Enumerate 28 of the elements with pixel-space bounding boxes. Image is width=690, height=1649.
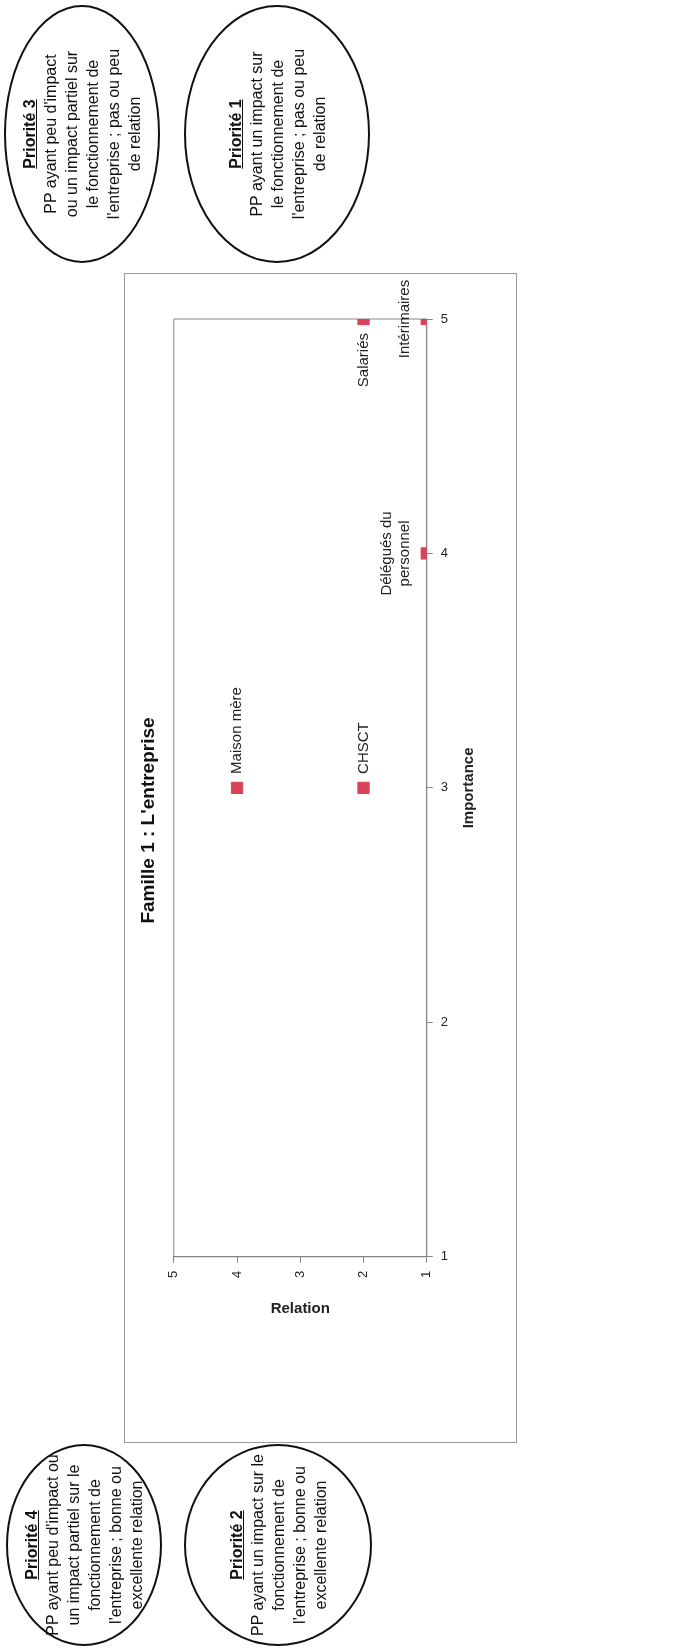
annotation: CHSCT <box>353 722 371 774</box>
text: Famille 1 : L'entreprise <box>136 717 158 924</box>
text: Priorité 1 <box>225 98 245 171</box>
annotation: Intérimaires <box>395 279 413 359</box>
text: Priorité 4 <box>22 1509 41 1582</box>
y-tick-label: 4 <box>440 545 448 561</box>
x-tick-label: 5 <box>165 1270 181 1278</box>
y-tick-label: 1 <box>440 1248 448 1264</box>
annotation: Délégués du personnel <box>377 511 413 596</box>
y-tick-label: 2 <box>440 1013 448 1029</box>
text: PP ayant peu d'impact ou un impact partiel sur le fonctionnement de l'entreprise ; bonne ou excellente relation <box>43 1453 146 1638</box>
x-axis-title: Relation <box>270 1299 330 1317</box>
text: PP ayant peu d'impact ou un impact partiel sur le fonctionnement de l'entreprise ; pas ou peu de relation <box>41 47 144 222</box>
point <box>230 781 244 795</box>
y-axis-title: Importance <box>458 747 476 829</box>
point <box>357 781 370 795</box>
text: Priorité 3 <box>20 98 39 171</box>
text: PP ayant un impact sur le fonctionnement de l'entreprise ; pas ou peu de relation <box>246 47 329 222</box>
y-tick-label: 3 <box>440 779 448 795</box>
annotation: Salariés <box>353 333 371 388</box>
x-tick-label: 1 <box>418 1270 434 1278</box>
x-tick-label: 3 <box>291 1270 307 1278</box>
y-tick-label: 5 <box>440 310 448 326</box>
x-tick-label: 4 <box>228 1270 244 1278</box>
annotation: Maison mère <box>227 687 245 774</box>
x-tick-label: 2 <box>355 1270 371 1278</box>
text: PP ayant un impact sur le fonctionnement de l'entreprise ; bonne ou excellente relation <box>247 1453 330 1638</box>
text: Priorité 2 <box>226 1509 246 1582</box>
